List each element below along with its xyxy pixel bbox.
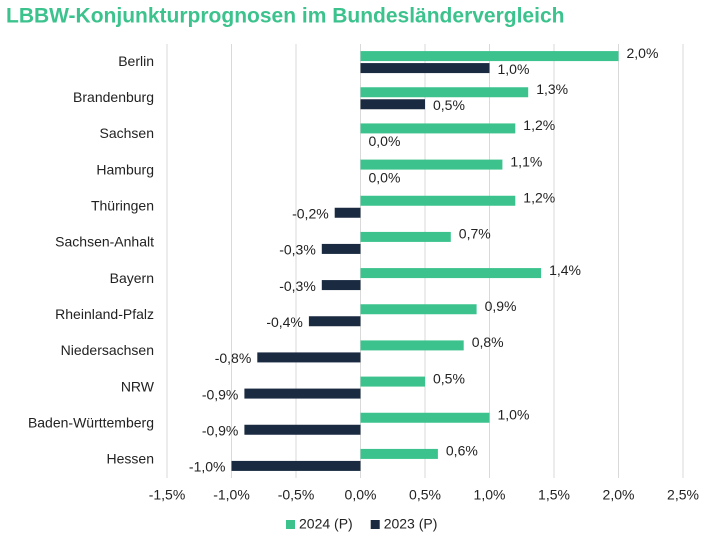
bar [360,304,477,315]
data-label: 2,0% [627,45,659,61]
data-label: -1,0% [189,459,226,475]
data-label: 0,6% [446,443,478,459]
data-label: 0,0% [369,169,401,185]
bar [360,448,438,459]
x-tick-label: -1,5% [149,487,186,503]
legend-label: 2024 (P) [299,516,353,532]
bar [360,99,425,110]
bar [321,280,361,291]
bar [244,424,361,435]
data-label: -0,3% [279,278,316,294]
data-label: 1,2% [523,117,555,133]
x-tick-label: -0,5% [278,487,315,503]
y-tick-label: NRW [121,378,155,394]
bar [257,352,361,363]
x-tick-label: -1,0% [213,487,250,503]
data-label: 0,9% [485,298,517,314]
y-tick-label: Bayern [110,270,154,286]
data-label: 0,5% [433,370,465,386]
y-tick-label: Thüringen [91,197,154,213]
data-label: 0,8% [472,334,504,350]
data-label: -0,8% [215,350,252,366]
data-label: 1,3% [536,81,568,97]
bar [360,376,425,387]
bar [360,123,516,134]
y-tick-label: Sachsen-Anhalt [55,234,154,250]
x-tick-label: 2,0% [603,487,635,503]
data-label: 0,0% [369,133,401,149]
data-label: -0,4% [266,314,303,330]
data-label: -0,3% [279,242,316,258]
data-label: 1,2% [523,189,555,205]
bar [334,207,361,218]
chart-title: LBBW-Konjunkturprognosen im Bundesländer… [6,5,564,28]
bar [308,316,361,327]
x-tick-label: 1,0% [474,487,506,503]
data-label: 1,1% [510,153,542,169]
data-label: 0,7% [459,226,491,242]
y-tick-label: Berlin [118,53,154,69]
x-tick-label: 1,5% [538,487,570,503]
bar [360,63,490,74]
legend-swatch [286,520,295,529]
y-tick-label: Brandenburg [73,89,154,105]
bar [360,159,503,170]
bar [321,243,361,254]
data-label: 1,4% [549,262,581,278]
y-tick-label: Hamburg [96,161,154,177]
bar [360,268,542,279]
data-label: -0,9% [202,386,239,402]
data-label: -0,2% [292,205,329,221]
x-tick-label: 2,5% [667,487,699,503]
bar [360,195,516,206]
y-tick-label: Hessen [107,451,154,467]
bar [360,340,464,351]
data-label: 0,5% [433,97,465,113]
legend-swatch [370,520,380,529]
bar [360,87,529,98]
x-tick-label: 0,0% [345,487,377,503]
data-label: -0,9% [202,422,239,438]
data-label: 1,0% [498,406,530,422]
y-tick-label: Niedersachsen [61,342,154,358]
bar [360,231,451,242]
legend-label: 2023 (P) [384,516,438,532]
bar [244,388,361,399]
y-tick-label: Rheinland-Pfalz [55,306,154,322]
bar [360,412,490,423]
bar [231,460,361,471]
y-tick-label: Baden-Württemberg [28,414,154,430]
y-tick-label: Sachsen [100,125,154,141]
x-tick-label: 0,5% [409,487,441,503]
bar [360,51,619,62]
data-label: 1,0% [498,61,530,77]
